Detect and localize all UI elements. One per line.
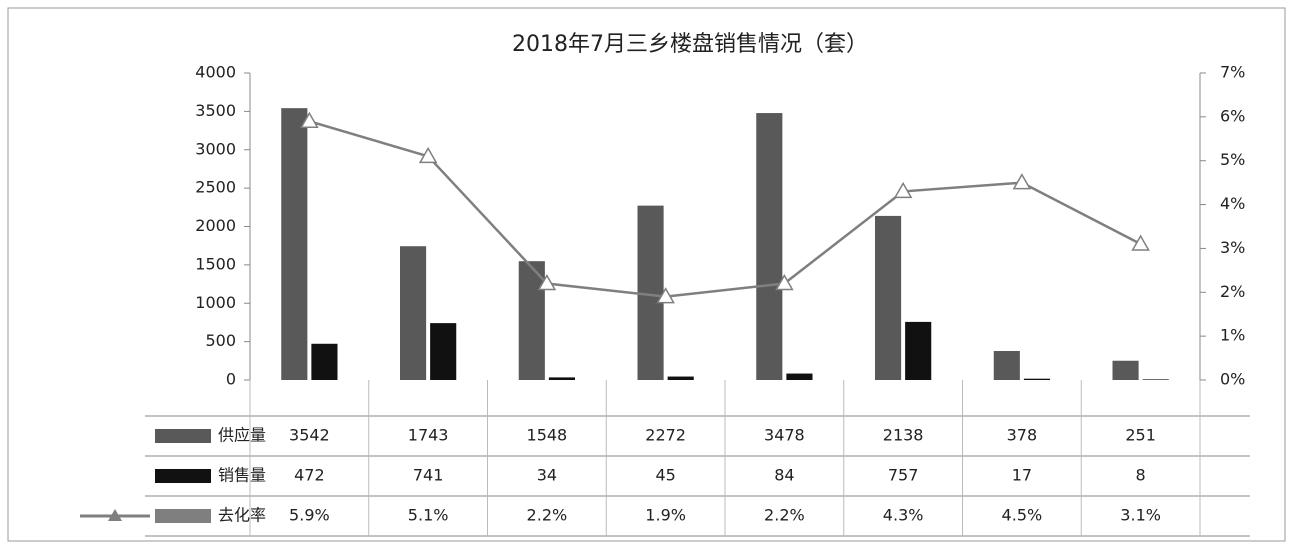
y2-tick-label: 4%	[1220, 194, 1245, 213]
bar	[993, 350, 1020, 380]
chart-title: 2018年7月三乡楼盘销售情况（套）	[512, 32, 868, 57]
y-tick-label: 2000	[195, 216, 236, 235]
y2-tick-label: 5%	[1220, 150, 1245, 169]
table-value: 757	[888, 466, 919, 485]
legend-swatch	[155, 429, 211, 443]
bar	[1023, 378, 1050, 380]
bar	[1112, 360, 1139, 380]
marker	[893, 181, 913, 199]
table-value: 2.2%	[527, 506, 568, 525]
marker	[1131, 234, 1150, 251]
table-value: 3478	[764, 426, 805, 445]
bar	[786, 373, 813, 380]
bar	[548, 377, 575, 380]
legend-label: 去化率	[218, 506, 266, 525]
table-value: 1.9%	[645, 506, 686, 525]
marker	[656, 287, 675, 304]
table-value: 2272	[645, 426, 686, 445]
marker	[775, 274, 794, 291]
line	[309, 120, 1142, 298]
table-value: 1743	[408, 426, 449, 445]
marker	[300, 111, 319, 128]
bar	[1142, 379, 1169, 380]
y2-tick-label: 6%	[1220, 106, 1245, 125]
table-value: 472	[294, 466, 325, 485]
table-value: 741	[413, 466, 444, 485]
bar	[875, 215, 902, 380]
legend-swatch	[155, 469, 211, 483]
legend-swatch	[155, 509, 211, 523]
y2-tick-label: 0%	[1220, 370, 1245, 389]
y2-tick-label: 3%	[1220, 238, 1245, 257]
bar	[756, 113, 783, 380]
bar	[905, 321, 932, 380]
table-value: 34	[537, 466, 557, 485]
y-tick-label: 2500	[195, 178, 236, 197]
y-tick-label: 1000	[195, 293, 236, 312]
legend-marker	[108, 509, 122, 521]
table-value: 4.5%	[1002, 506, 1043, 525]
y-tick-label: 3500	[195, 101, 236, 120]
table-value: 5.9%	[289, 506, 330, 525]
y-tick-label: 4000	[195, 63, 236, 82]
bar	[667, 376, 694, 380]
y2-tick-label: 2%	[1220, 282, 1245, 301]
legend-label: 供应量	[218, 426, 266, 445]
bar	[518, 261, 545, 380]
table-value: 8	[1136, 466, 1146, 485]
table-value: 84	[774, 466, 794, 485]
legend-label: 销售量	[218, 466, 266, 485]
chart-border	[7, 7, 1286, 542]
y-tick-label: 500	[205, 331, 236, 350]
marker	[418, 146, 438, 164]
marker	[537, 274, 557, 291]
bar	[311, 343, 338, 380]
table-value: 17	[1012, 466, 1032, 485]
bar	[430, 323, 457, 380]
table-value: 5.1%	[408, 506, 449, 525]
table-value: 2138	[883, 426, 924, 445]
y-tick-label: 0	[226, 370, 236, 389]
y2-tick-label: 1%	[1220, 326, 1245, 345]
y-tick-label: 3000	[195, 139, 236, 158]
marker	[1012, 173, 1032, 190]
table-value: 251	[1125, 426, 1156, 445]
table-value: 3.1%	[1120, 506, 1161, 525]
y2-tick-label: 7%	[1220, 63, 1245, 82]
table-value: 378	[1007, 426, 1038, 445]
bar	[400, 246, 427, 380]
table-value: 4.3%	[883, 506, 924, 525]
table-value: 45	[655, 466, 675, 485]
bar	[281, 108, 308, 381]
table-value: 2.2%	[764, 506, 805, 525]
y-tick-label: 1500	[195, 254, 236, 273]
table-value: 3542	[289, 426, 330, 445]
table-value: 1548	[527, 426, 568, 445]
